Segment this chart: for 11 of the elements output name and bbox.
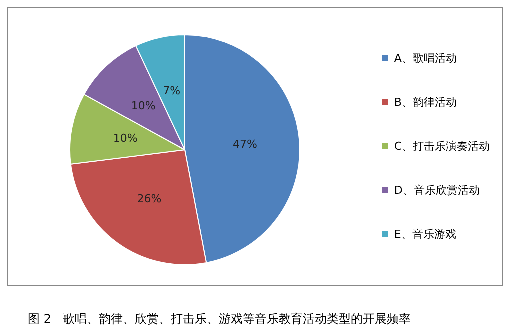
data-label: 26%	[137, 192, 162, 206]
legend-label: C、打击乐演奏活动	[394, 140, 490, 153]
legend-label: D、音乐欣赏活动	[394, 184, 480, 197]
caption: 图 2 歌唱、韵律、欣赏、打击乐、游戏等音乐教育活动类型的开展频率	[28, 312, 411, 326]
data-label: 7%	[163, 84, 181, 98]
data-label: 10%	[113, 132, 138, 146]
legend-label: A、歌唱活动	[394, 52, 457, 65]
data-label: 10%	[131, 99, 156, 112]
legend-label: B、韵律活动	[394, 96, 457, 109]
data-label: 47%	[233, 138, 258, 151]
legend-label: E、音乐游戏	[394, 228, 456, 241]
